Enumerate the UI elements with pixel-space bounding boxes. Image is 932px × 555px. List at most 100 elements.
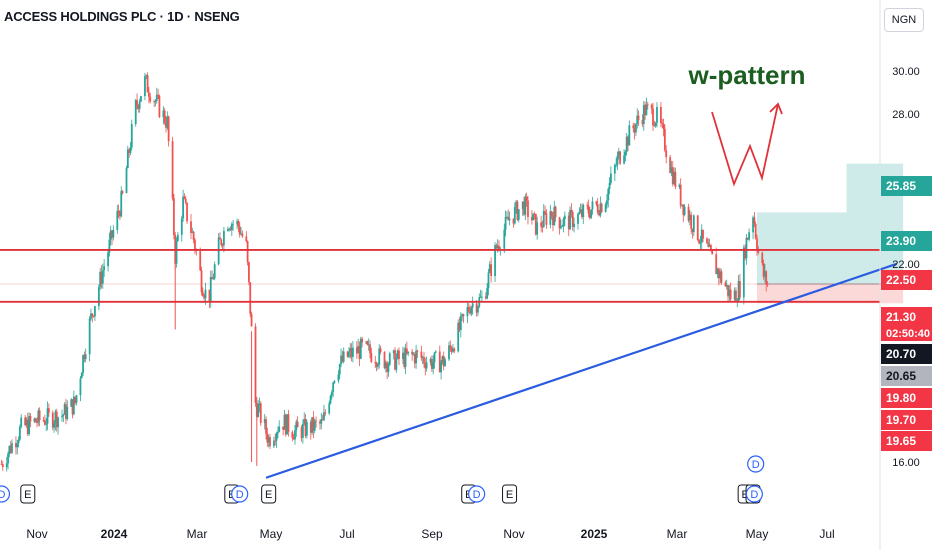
candle-body [109, 230, 112, 240]
candle-body [287, 414, 290, 433]
currency-selector[interactable]: NGN [884, 8, 924, 32]
candle-body [321, 419, 324, 421]
candle-body [365, 341, 367, 343]
candle-body [411, 351, 414, 355]
candle-body [157, 94, 159, 96]
candle-body [588, 213, 591, 218]
candle-body [165, 122, 167, 128]
candle-body [615, 164, 618, 166]
candle-body [496, 245, 499, 249]
candle-body [423, 356, 425, 364]
price-label: 20.70 [886, 347, 916, 361]
candle-body [623, 155, 625, 164]
candle-body [533, 213, 536, 215]
candle-body [475, 303, 478, 313]
candle-body [516, 201, 519, 220]
candle-body [43, 420, 46, 425]
candle-body [599, 203, 602, 216]
candle-body [267, 437, 270, 443]
candle-body [379, 348, 382, 353]
candle-body [330, 391, 333, 396]
candle-body [36, 422, 38, 424]
candle-body [521, 201, 524, 210]
candle-body [724, 282, 727, 287]
price-label-bg [881, 344, 932, 364]
candle-body [461, 314, 464, 316]
candle-body [273, 440, 275, 447]
candle-body [209, 277, 212, 302]
candle-body [569, 209, 571, 230]
candle-body [320, 419, 323, 424]
candle-body [388, 353, 391, 365]
candle-body [61, 416, 63, 418]
candle-body [300, 427, 303, 438]
candle-body [398, 350, 400, 360]
candle-body [395, 358, 398, 370]
candle-body [438, 351, 441, 373]
candle-body [358, 346, 361, 359]
candle-body [525, 196, 528, 201]
x-tick-label: Jul [339, 527, 354, 541]
candle-body [108, 239, 111, 253]
candle-body [562, 219, 565, 227]
candle-body [276, 431, 279, 434]
candle-body [292, 437, 295, 440]
candle-body [137, 105, 140, 109]
candle-body [312, 417, 315, 431]
y-tick-label: 30.00 [892, 66, 920, 78]
candle-body [221, 244, 224, 246]
candle-body [229, 228, 232, 231]
candle-body [498, 245, 500, 250]
candle-body [600, 203, 603, 213]
candle-body [616, 155, 619, 165]
candle-body [683, 206, 686, 215]
candle-body [661, 122, 664, 125]
candle-body [691, 228, 694, 233]
candle-body [682, 204, 685, 215]
candle-body [329, 395, 332, 404]
candle-body [350, 348, 353, 357]
symbol-title: ACCESS HOLDINGS PLC · 1D · NSENG [4, 9, 240, 24]
candle-body [425, 362, 428, 369]
candle-body [656, 106, 658, 123]
candle-body [15, 443, 17, 448]
candle-body [136, 100, 138, 106]
candle-body [172, 198, 175, 235]
candle-body [582, 204, 585, 218]
candle-body [542, 211, 545, 228]
candle-body [698, 239, 700, 244]
candle-body [619, 151, 622, 164]
candle-body [607, 188, 610, 201]
candle-body [457, 322, 460, 352]
candle-body [29, 415, 32, 422]
price-label: 20.65 [886, 369, 916, 383]
w-arrow [711, 103, 779, 187]
candle-body [452, 348, 454, 352]
candle-body [305, 421, 308, 436]
candle-body [466, 306, 469, 317]
candle-body [433, 352, 436, 363]
candle-body [349, 348, 352, 353]
candle-body [415, 350, 417, 364]
candle-body [97, 287, 100, 307]
candle-body [504, 216, 507, 230]
candle-body [75, 395, 78, 403]
candle-body [420, 351, 423, 358]
candle-body [484, 296, 487, 299]
stop-zone-1 [757, 284, 847, 304]
candle-body [309, 421, 312, 433]
candle-body [628, 125, 631, 146]
candle-body [220, 239, 223, 245]
candle-body [226, 229, 229, 231]
candle-body [665, 150, 668, 158]
candle-body [249, 282, 252, 314]
candle-body [453, 348, 456, 352]
candle-body [125, 168, 128, 194]
candle-body [175, 240, 178, 264]
candle-body [107, 252, 109, 267]
candle-body [642, 105, 645, 125]
candle-body [587, 205, 590, 214]
candle-body [517, 209, 520, 220]
